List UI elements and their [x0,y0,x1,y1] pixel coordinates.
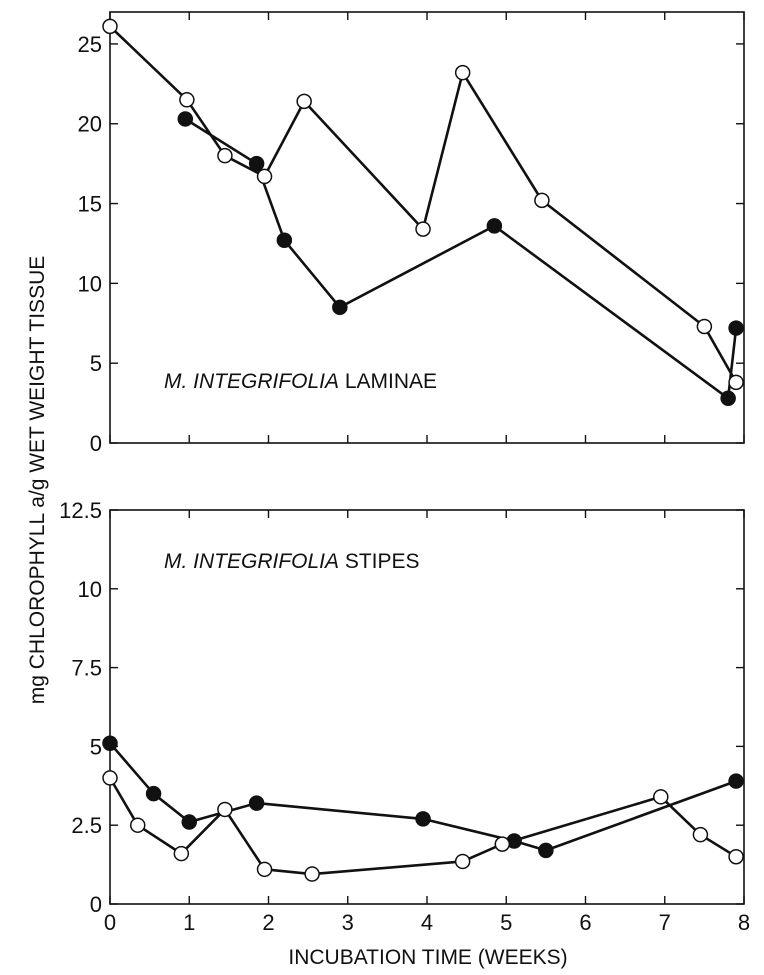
laminae-y-tick-label: 15 [78,192,102,217]
laminae-open-data-point [696,318,713,335]
stipes-filled-data-point [415,811,431,827]
y-axis-title: mg CHLOROPHYLL a/g WET WEIGHT TISSUE [26,256,49,705]
laminae-y-tick-label: 25 [78,32,102,57]
stipes-x-tick-label: 2 [262,910,274,935]
stipes-panel: 0 2.5 5 7.5 10 12.5 0 1 2 3 4 5 6 7 8 M. INTEGRIFOLIA S… [59,498,750,935]
stipes-tissue-name: STIPES [339,550,420,573]
stipes-y-tick-label: 5 [90,734,102,759]
stipes-filled-data-point [102,735,118,751]
laminae-open-data-point [415,221,431,237]
stipes-x-tick-label: 4 [421,910,433,935]
stipes-x-tick-label: 7 [659,910,671,935]
stipes-x-tick-label: 0 [104,910,116,935]
laminae-filled-data-point [728,320,744,336]
stipes-filled-data-point [728,773,744,789]
laminae-filled-data-point [486,218,503,234]
laminae-panel: 0 5 10 15 20 25 M. INTEGRIFOLIA LAMINAE [78,11,745,456]
stipes-filled-data-point [145,785,162,802]
stipes-open-data-point [217,801,233,818]
stipes-x-tick-label: 6 [579,910,591,935]
stipes-open-data-point [256,861,273,878]
stipes-filled-data-point [248,795,265,811]
stipes-y-tick-label: 0 [90,892,102,917]
stipes-x-tick-label: 1 [183,910,195,935]
stipes-x-tick-label: 8 [738,910,750,935]
stipes-panel-label: M. INTEGRIFOLIA STIPES [164,550,420,573]
stipes-filled-series-line [109,742,737,852]
laminae-open-data-point [256,168,273,185]
laminae-open-data-point [728,374,744,391]
laminae-species-name: M. INTEGRIFOLIA [164,370,339,393]
x-axis-title: INCUBATION TIME (WEEKS) [288,946,567,969]
laminae-y-tick-label: 0 [90,431,102,456]
stipes-y-tick-label: 2.5 [71,813,102,838]
laminae-filled-data-point [177,111,194,127]
laminae-panel-label: M. INTEGRIFOLIA LAMINAE [164,370,437,393]
laminae-filled-data-point [332,299,348,316]
stipes-open-data-point [494,836,511,852]
laminae-open-series-line [109,25,738,383]
laminae-open-data-point [217,147,233,164]
laminae-y-tick-label: 20 [78,112,102,137]
stipes-y-tick-label: 10 [78,577,102,602]
stipes-y-tick-label: 7.5 [71,656,102,681]
laminae-filled-data-point [276,232,293,249]
laminae-open-data-point [296,93,312,110]
laminae-tissue-name: LAMINAE [339,370,437,393]
stipes-y-tick-label: 12.5 [59,498,102,523]
laminae-open-data-point [454,64,471,81]
stipes-open-data-point [129,817,146,833]
laminae-open-data-point [102,18,118,35]
laminae-filled-data-point [720,390,736,407]
laminae-y-tick-label: 10 [78,271,102,296]
laminae-y-tick-label: 5 [90,351,102,376]
stipes-species-name: M. INTEGRIFOLIA [164,550,339,573]
stipes-filled-data-point [538,842,554,859]
stipes-filled-data-point [181,814,197,830]
stipes-x-tick-label: 5 [500,910,512,935]
laminae-open-data-point [179,92,195,108]
stipes-open-data-point [173,845,190,862]
laminae-filled-data-point [248,155,265,172]
stipes-open-data-point [728,848,744,865]
stipes-open-data-point [304,866,320,882]
stipes-x-tick-label: 3 [342,910,354,935]
stipes-open-data-point [692,826,709,843]
stipes-open-data-point [653,789,669,805]
stipes-open-data-point [102,770,118,786]
laminae-filled-series-line [184,117,738,400]
laminae-open-data-point [534,192,550,209]
stipes-open-data-point [454,853,471,870]
